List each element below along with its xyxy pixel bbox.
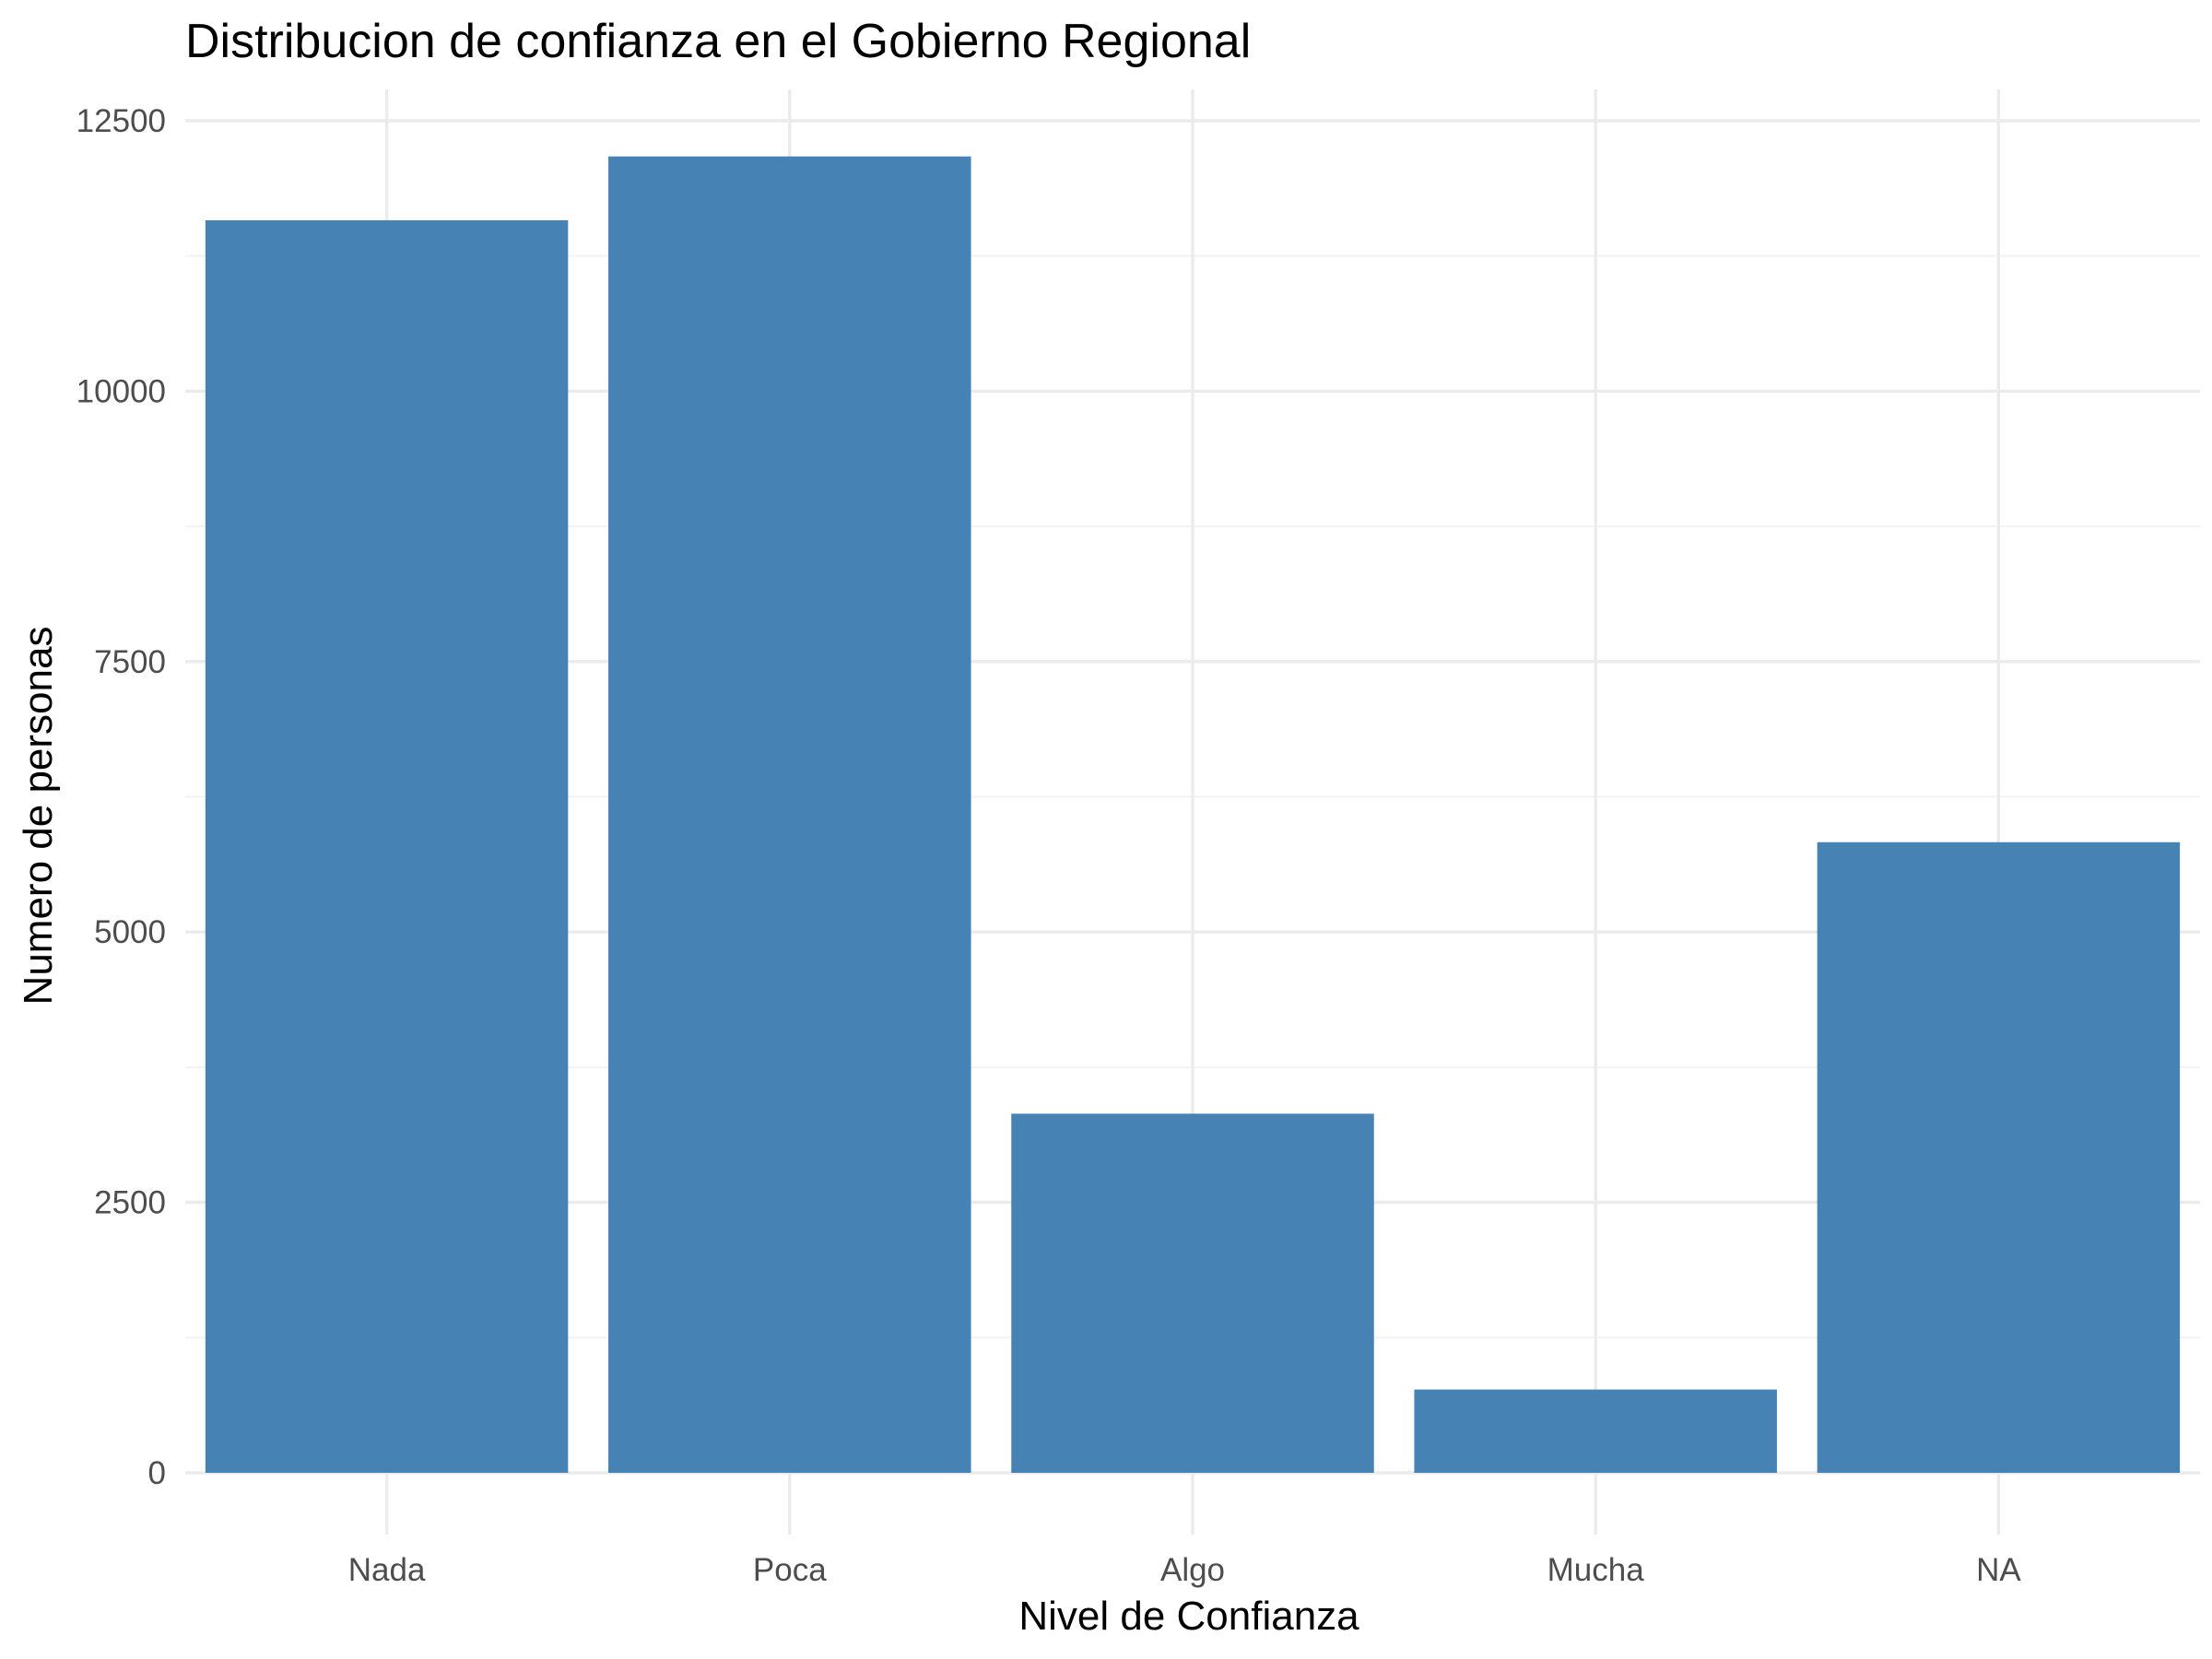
x-axis-ticks: Nada Poca Algo Mucha NA (348, 1552, 2022, 1588)
x-tick-label: Nada (348, 1552, 426, 1588)
y-tick-label: 7500 (94, 644, 166, 680)
y-tick-label: 10000 (76, 373, 166, 409)
y-tick-label: 0 (148, 1455, 166, 1491)
bar-algo (1011, 1113, 1374, 1473)
bar-mucha (1414, 1389, 1777, 1473)
y-tick-label: 2500 (94, 1185, 166, 1221)
x-tick-label: Algo (1160, 1552, 1225, 1588)
bar-poca (608, 156, 971, 1474)
y-axis-ticks: 0 2500 5000 7500 10000 12500 (76, 103, 166, 1491)
x-axis-title: Nivel de Confianza (1018, 1594, 1359, 1639)
bar-na (1817, 841, 2181, 1473)
x-tick-label: NA (1976, 1552, 2021, 1588)
y-axis-title: Numero de personas (16, 627, 61, 1006)
y-tick-label: 12500 (76, 103, 166, 139)
x-tick-label: Poca (753, 1552, 827, 1588)
bars (205, 156, 2181, 1474)
x-tick-label: Mucha (1547, 1552, 1645, 1588)
chart-title: Distribucion de confianza en el Gobierno… (185, 15, 1251, 68)
bar-nada (205, 219, 569, 1474)
y-tick-label: 5000 (94, 914, 166, 950)
